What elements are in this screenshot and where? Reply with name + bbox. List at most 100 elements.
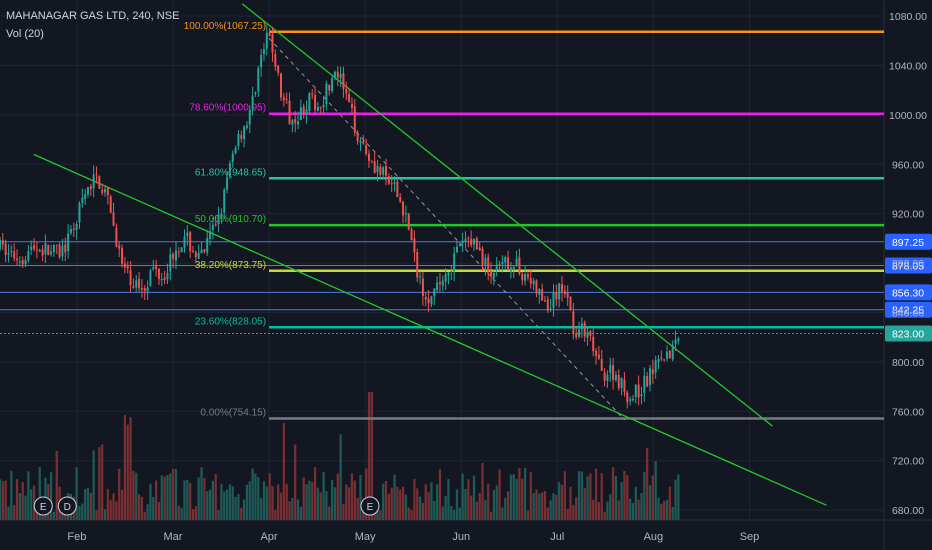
candle-body (81, 197, 84, 203)
candle-body (262, 49, 265, 54)
candle-body (668, 351, 671, 359)
volume-bar (279, 492, 283, 520)
candle-body (461, 240, 464, 244)
level-label[interactable]: 878.05 (892, 260, 924, 272)
volume-bar (35, 507, 39, 520)
volume-bar (225, 489, 229, 520)
candle-body (464, 238, 467, 242)
event-marker[interactable] (360, 496, 380, 516)
candle-body (52, 245, 55, 253)
volume-bar (575, 497, 578, 520)
candle-body (257, 68, 260, 92)
candle-body (637, 384, 640, 398)
candle-body (649, 368, 651, 386)
volume-bar (27, 471, 30, 520)
volume-bar (197, 477, 200, 520)
candle-body (10, 251, 13, 253)
candle-body (214, 224, 217, 226)
level-label[interactable]: 856.30 (892, 287, 924, 299)
volume-bar (549, 500, 552, 520)
volume-bar (353, 480, 356, 520)
candle-body (288, 100, 291, 124)
symbol-title[interactable]: MAHANAGAR GAS LTD, 240, NSE (6, 10, 180, 22)
volume-bar (189, 482, 192, 520)
volume-bar (143, 511, 146, 520)
candle-body (597, 354, 600, 359)
level-label-bg[interactable] (885, 301, 932, 318)
candle-body (1, 240, 4, 245)
volume-bar (183, 480, 186, 520)
volume-bar (95, 510, 98, 520)
candle-body (277, 65, 280, 73)
volume-bar (350, 473, 354, 520)
volume-bar (427, 492, 430, 520)
candle-body (436, 282, 439, 291)
candle-body (16, 258, 19, 261)
volume-bar (665, 499, 669, 520)
candle-body (243, 126, 246, 140)
candle-body (473, 239, 475, 245)
price-axis[interactable]: 680.00 720.00 760.00 800.00 840.00 880.00 920.… (889, 11, 927, 517)
level-label-bg[interactable] (885, 325, 932, 342)
candle-body (453, 253, 456, 272)
volume-bar (132, 470, 135, 520)
candle-body (223, 189, 226, 213)
candle-body (617, 375, 620, 389)
volume-bar (305, 484, 308, 520)
volume-bar (356, 497, 359, 520)
level-label[interactable]: 823.00 (892, 328, 924, 340)
volume-bar (365, 468, 368, 520)
candle-body (404, 213, 407, 215)
volume-bar (430, 482, 433, 520)
event-marker[interactable] (57, 496, 77, 516)
candle-body (64, 244, 67, 253)
volume-bar (10, 470, 13, 520)
volume-bar (242, 499, 246, 520)
volume-bar (282, 423, 285, 520)
candle-body (282, 97, 285, 101)
volume-bar (646, 447, 649, 520)
volume-bar (413, 478, 416, 520)
candle-body (509, 267, 512, 272)
volume-bar (523, 468, 527, 520)
candle-body (234, 147, 237, 154)
candle-body (572, 311, 575, 334)
level-label-bg[interactable] (885, 257, 932, 274)
candle-body (663, 359, 666, 361)
candle-body (450, 271, 453, 273)
volume-bar (330, 479, 334, 520)
level-label[interactable]: 842.25 (892, 305, 924, 317)
candle-body (501, 262, 504, 264)
volume-bar (592, 499, 595, 520)
candle-body (458, 244, 461, 246)
volume-bar (532, 493, 535, 520)
volume-bar (294, 444, 297, 520)
volume-bar (640, 493, 643, 520)
candle-body (561, 284, 563, 292)
level-label-bg[interactable] (885, 233, 932, 250)
level-label[interactable]: 897.25 (892, 237, 924, 249)
candle-body (311, 93, 314, 95)
volume-bar (611, 467, 615, 520)
fib-label: 50.00%(910.70) (195, 214, 266, 225)
time-axis[interactable]: Feb Mar Apr May Jun Jul Aug Sep (67, 531, 759, 543)
volume-bar (453, 510, 456, 520)
candle-body (600, 358, 603, 371)
volume-bar (552, 493, 555, 520)
volume-bar (81, 503, 84, 520)
volume-bar (475, 501, 478, 520)
volume-bar (206, 491, 209, 520)
event-marker-label: D (64, 502, 71, 513)
volume-bar (648, 485, 652, 520)
candle-body (231, 153, 234, 162)
volume-bar (396, 486, 399, 520)
candle-body (657, 358, 660, 363)
volume-bar (651, 475, 654, 520)
volume-bar (541, 492, 544, 520)
volume-indicator-label[interactable]: Vol (20) (6, 28, 44, 40)
volume-bar (657, 497, 660, 520)
level-label-bg[interactable] (885, 284, 932, 301)
event-marker[interactable] (33, 496, 53, 516)
volume-bar (461, 473, 464, 520)
